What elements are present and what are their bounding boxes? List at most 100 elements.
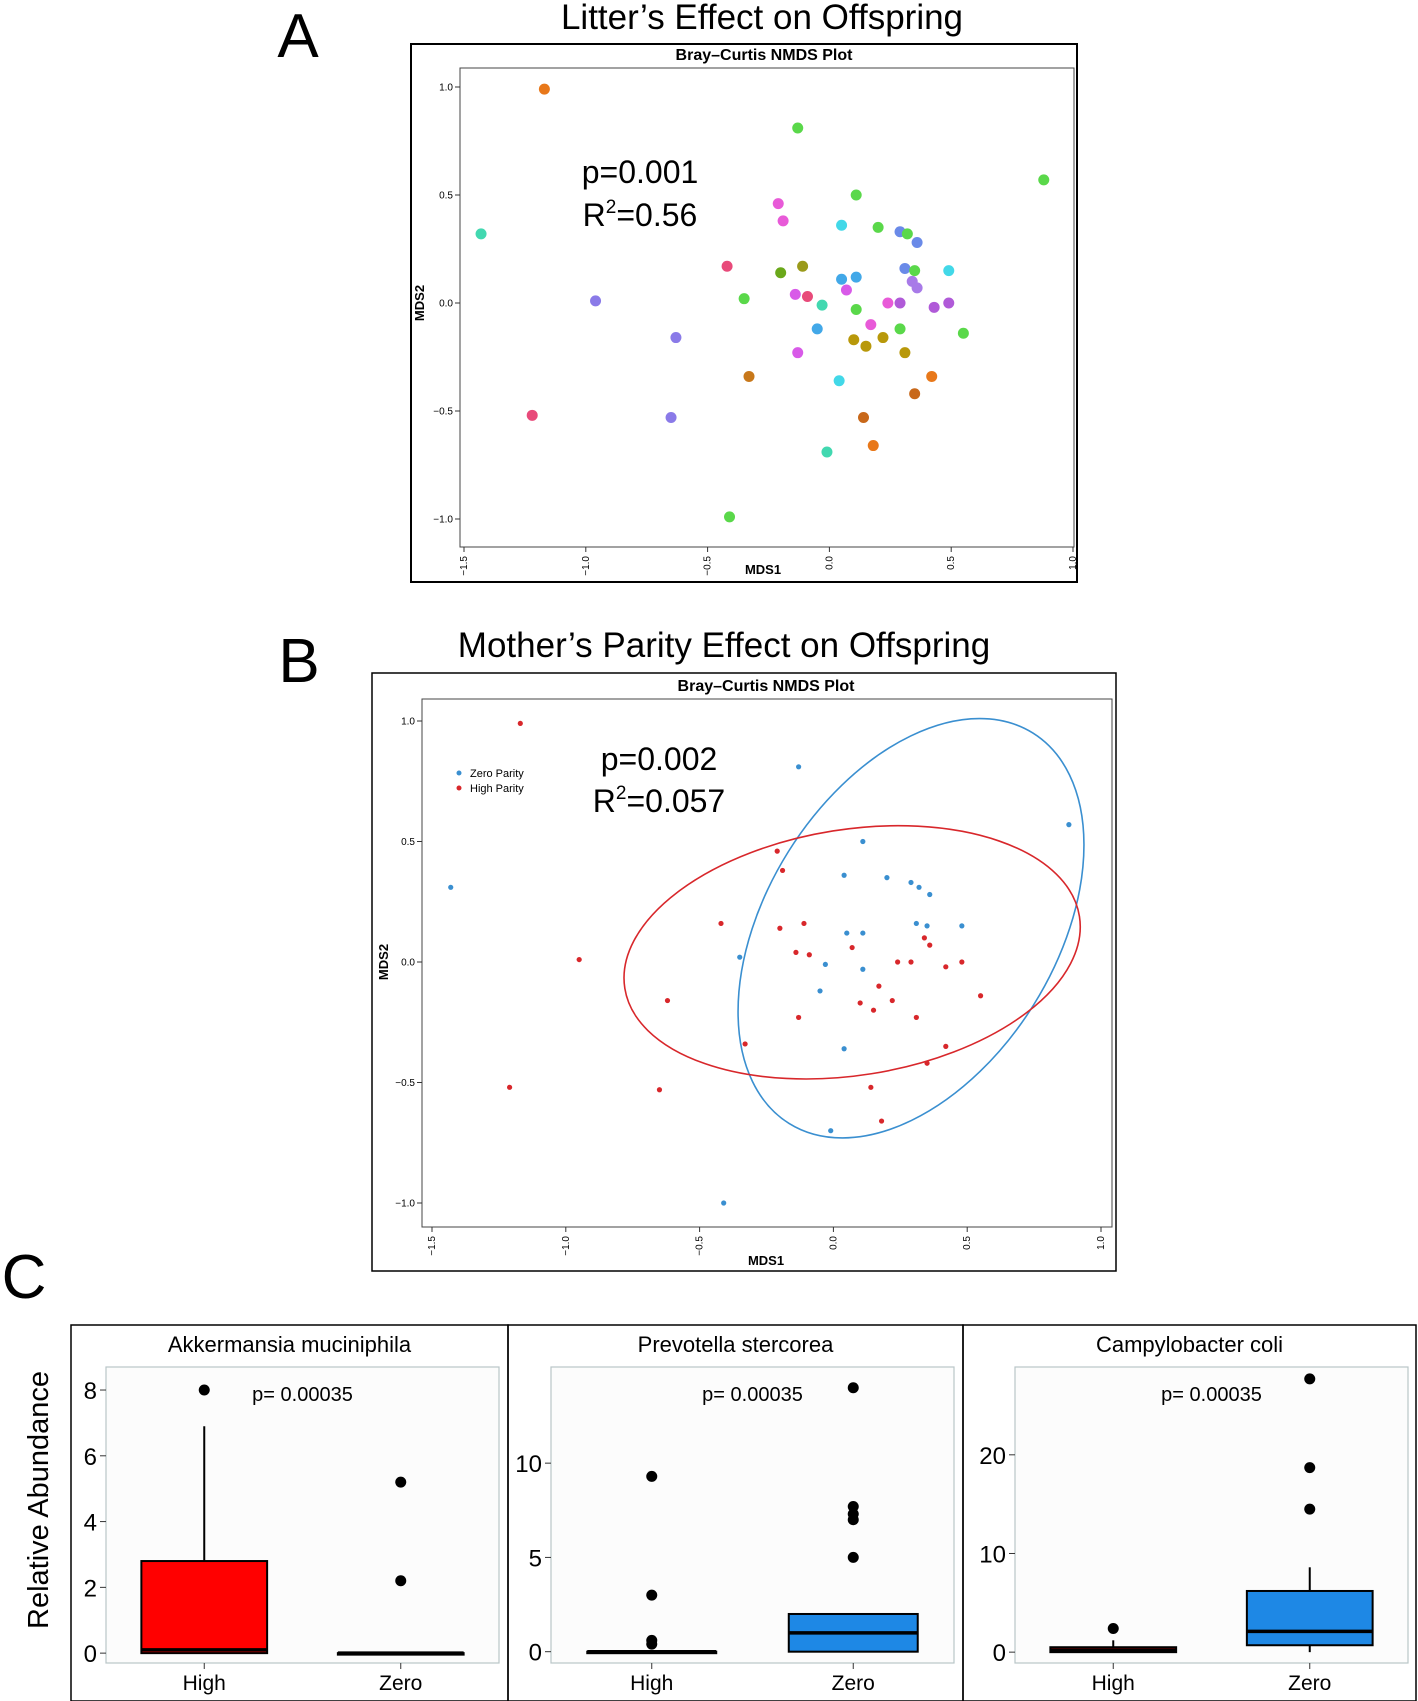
point-zero-parity (841, 872, 847, 878)
panel-b-ytick-label: −1.0 (395, 1199, 415, 1210)
boxplot-1-ytick-label: 2 (84, 1575, 97, 1602)
boxplot-1-title: Akkermansia muciniphila (168, 1332, 412, 1357)
panel-a-heading: Litter’s Effect on Offspring (561, 0, 963, 37)
panel-b-xtick-label: −0.5 (695, 1236, 706, 1256)
panel-a-xtick-label: 1.0 (1068, 556, 1079, 570)
boxplot-1-ytick-label: 8 (84, 1378, 97, 1405)
panel-a-point (475, 228, 487, 240)
point-zero-parity (927, 891, 933, 898)
panel-a-point (850, 303, 862, 315)
panel-a-letter: A (277, 2, 319, 71)
panel-a-xtick-label: −1.5 (459, 556, 470, 576)
panel-b-ytick-label: 0.5 (401, 837, 415, 848)
panel-a-axes: −1.5 −1.0 −0.5 0.0 0.5 1.0 −1.0 −0.5 0.0 0.5 1.0 (433, 83, 1079, 576)
boxplot-1-ytick-label: 0 (84, 1641, 97, 1668)
panel-a-point (899, 347, 911, 359)
legend-zero-parity-label: Zero Parity (470, 768, 524, 780)
point-high-parity (849, 944, 855, 951)
point-high-parity (793, 949, 799, 955)
point-zero-parity (828, 1128, 834, 1134)
point-high-parity (718, 920, 724, 927)
panel-a-point (811, 323, 823, 335)
boxplot-2-outlier (646, 1638, 658, 1650)
panel-a-point (858, 411, 870, 423)
boxplot-2-outlier (847, 1514, 859, 1526)
panel-c-boxplots: Akkermansia muciniphila p= 0.00035 0 2 4 6 8 Hi… (70, 1324, 1417, 1701)
panel-b-frame (371, 672, 1117, 1272)
panel-a-point (909, 265, 921, 277)
panel-a-point (789, 288, 801, 300)
panel-a-point (724, 511, 736, 523)
panel-b-heading: Mother’s Parity Effect on Offspring (458, 626, 990, 665)
point-zero-parity (841, 1046, 847, 1052)
boxplot-3-outlier (1107, 1622, 1119, 1634)
boxplot-3-box-zero (1245, 1589, 1374, 1647)
panel-a-point (894, 323, 906, 335)
panel-a-point (801, 291, 813, 303)
panel-b-axes: −1.5 −1.0 −0.5 0.0 0.5 1.0 −1.0 −0.5 0.0 0.5 1.0 (395, 717, 1107, 1256)
panel-a-point (877, 332, 889, 344)
boxplot-2-outlier (646, 1470, 658, 1482)
point-zero-parity (908, 879, 914, 886)
point-high-parity (889, 997, 895, 1004)
panel-a-point (538, 83, 550, 95)
panel-a-point (1038, 174, 1050, 186)
panel-a-point (860, 340, 872, 352)
point-high-parity (857, 1000, 863, 1006)
point-high-parity (576, 956, 582, 963)
panel-a-ytick-label: 0.0 (439, 299, 453, 310)
panel-a-point (792, 122, 804, 134)
point-zero-parity (924, 923, 930, 929)
point-high-parity (777, 925, 783, 931)
panel-a-point (943, 265, 955, 277)
panel-a-points (475, 83, 1050, 523)
point-high-parity (878, 1118, 885, 1124)
panel-a-point (840, 284, 852, 296)
panel-a-point (901, 228, 913, 240)
panel-a-point (850, 189, 862, 201)
boxplot-2-ytick-label: 5 (529, 1545, 542, 1572)
point-high-parity (927, 942, 933, 948)
point-zero-parity (959, 923, 965, 929)
point-high-parity (796, 1014, 802, 1021)
boxplot-2-title: Prevotella stercorea (638, 1332, 834, 1357)
point-high-parity (977, 993, 984, 999)
panel-a-point (670, 332, 682, 344)
panel-a-point (850, 271, 862, 283)
panel-a-point (882, 297, 894, 309)
panel-a-xlabel: MDS1 (745, 562, 781, 577)
boxplot-1-p-value: p= 0.00035 (252, 1384, 353, 1406)
panel-a-r2-value: R2=0.56 (583, 197, 698, 233)
boxplot-3-xtick-label: Zero (1288, 1672, 1331, 1695)
boxplot-2-xtick-label: High (630, 1672, 673, 1695)
panel-b-xtick-label: −1.5 (427, 1236, 438, 1256)
legend-zero-parity-marker (456, 770, 462, 776)
panel-a-point (816, 299, 828, 311)
point-high-parity (806, 952, 812, 958)
panel-a-point (833, 375, 845, 387)
panel-b-xtick-label: 1.0 (1096, 1236, 1107, 1250)
panel-a-point (797, 260, 809, 272)
point-high-parity (779, 867, 786, 874)
point-high-parity (517, 720, 523, 727)
panel-b-letter: B (278, 627, 319, 696)
panel-a-point (943, 297, 955, 309)
panel-c-ylabel: Relative Abundance (23, 1371, 55, 1629)
panel-b-p-value: p=0.002 (601, 741, 718, 777)
panel-a-point (909, 388, 921, 400)
boxplot-3-ytick-label: 0 (993, 1640, 1006, 1667)
point-high-parity (943, 964, 949, 970)
panel-c: C Relative Abundance Akkermansia mucinip… (2, 1243, 1417, 1701)
boxplot-2-ytick-label: 10 (515, 1451, 542, 1478)
boxplot-2-p-value: p= 0.00035 (702, 1384, 803, 1406)
panel-a-ytick-label: 0.5 (439, 191, 453, 202)
panel-b-points (448, 720, 1072, 1206)
point-zero-parity (721, 1200, 727, 1206)
panel-a-point (772, 198, 784, 210)
panel-a-ytick-label: 1.0 (439, 83, 453, 94)
boxplot-1-xtick-label: Zero (379, 1672, 422, 1695)
point-high-parity (959, 959, 965, 965)
boxplot-1-ytick-label: 4 (84, 1510, 97, 1537)
point-high-parity (913, 1014, 919, 1021)
panel-b-legend: Zero Parity High Parity (456, 768, 524, 795)
